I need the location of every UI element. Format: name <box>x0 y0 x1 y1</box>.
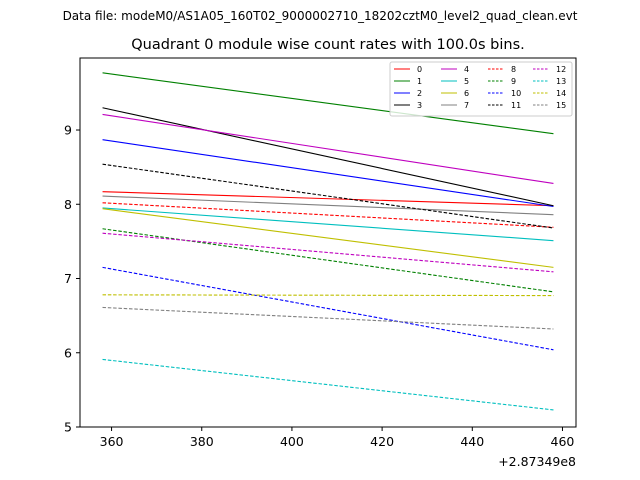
legend-label-11: 11 <box>511 101 521 110</box>
legend-label-1: 1 <box>417 77 422 86</box>
series-line-14 <box>102 294 554 297</box>
y-tick-label: 6 <box>64 345 72 360</box>
legend-label-15: 15 <box>556 101 566 110</box>
series-line-5 <box>102 207 554 242</box>
y-tick-label: 8 <box>64 197 72 212</box>
legend-box <box>389 61 573 117</box>
x-axis-offset-label: +2.87349e8 <box>498 454 576 469</box>
series-line-6 <box>102 208 554 268</box>
chart-suptitle: Data file: modeM0/AS1A05_160T02_90000027… <box>63 9 578 23</box>
legend-label-3: 3 <box>417 101 422 110</box>
x-tick-label: 440 <box>460 434 484 449</box>
series-line-15 <box>102 306 554 330</box>
chart-title: Quadrant 0 module wise count rates with … <box>131 37 525 53</box>
x-tick-label: 360 <box>100 434 124 449</box>
legend-label-8: 8 <box>511 65 516 74</box>
y-tick-label: 5 <box>64 420 72 435</box>
legend-label-9: 9 <box>511 77 516 86</box>
x-tick-label: 460 <box>551 434 575 449</box>
y-tick-label: 7 <box>64 271 72 286</box>
legend-label-12: 12 <box>556 65 566 74</box>
legend-label-2: 2 <box>417 89 422 98</box>
x-tick-label: 400 <box>280 434 304 449</box>
legend-label-0: 0 <box>417 65 422 74</box>
x-axis: 360 380 400 420 440 460 <box>100 427 575 449</box>
legend-label-13: 13 <box>556 77 566 86</box>
series-line-8 <box>102 202 554 228</box>
legend-label-6: 6 <box>464 89 469 98</box>
series-line-12 <box>102 232 554 273</box>
y-axis: 5 6 7 8 9 <box>64 123 80 435</box>
plot-frame <box>79 57 577 428</box>
series-line-7 <box>102 195 554 216</box>
x-tick-label: 420 <box>370 434 394 449</box>
series-line-3 <box>102 107 554 207</box>
legend-label-14: 14 <box>556 89 566 98</box>
series-line-0 <box>102 191 554 207</box>
series-line-1 <box>102 72 554 135</box>
plot-area <box>102 72 554 411</box>
legend-label-7: 7 <box>464 101 469 110</box>
series-line-2 <box>102 139 554 208</box>
series-line-4 <box>102 113 554 185</box>
y-tick-label: 9 <box>64 123 72 138</box>
legend-label-5: 5 <box>464 77 469 86</box>
legend-label-10: 10 <box>511 89 521 98</box>
series-line-11 <box>102 163 554 229</box>
x-tick-label: 380 <box>190 434 214 449</box>
legend-label-4: 4 <box>464 65 469 74</box>
series-line-13 <box>102 358 554 411</box>
series-line-10 <box>102 266 554 351</box>
